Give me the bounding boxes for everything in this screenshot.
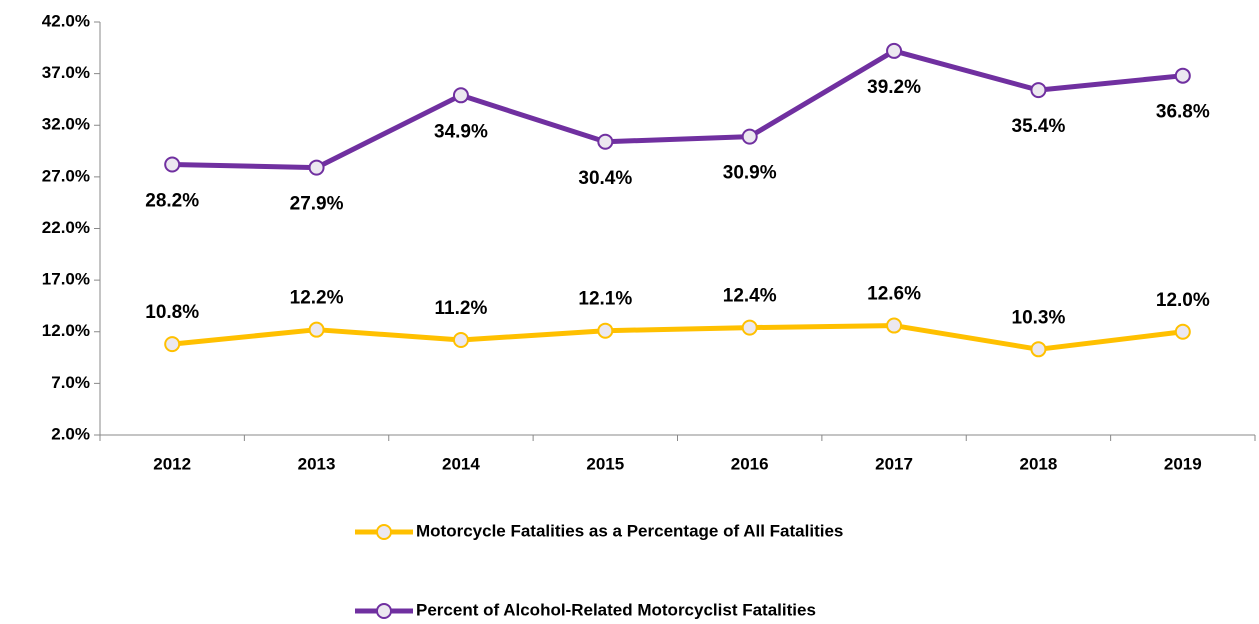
y-tick-label: 17.0% [42,270,90,289]
series-line [172,48,1184,171]
marker [452,332,469,349]
marker [164,336,181,353]
y-tick-label: 37.0% [42,63,90,82]
y-tick-label: 42.0% [42,11,90,30]
data-label: 12.1% [578,289,632,310]
marker [597,322,614,339]
y-tick-label: 22.0% [42,218,90,237]
y-tick-label: 12.0% [42,321,90,340]
data-label: 10.8% [145,302,199,323]
data-label: 12.6% [867,284,921,305]
x-tick-label: 2014 [442,454,480,473]
y-tick-label: 7.0% [51,373,90,392]
data-label: 34.9% [434,121,488,142]
data-label: 12.0% [1156,290,1210,311]
x-tick-label: 2018 [1020,454,1058,473]
data-label: 11.2% [435,298,488,319]
marker [741,319,758,336]
marker [1030,341,1047,358]
x-tick-label: 2015 [586,454,624,473]
y-tick-label: 32.0% [42,115,90,134]
data-label: 36.8% [1156,102,1210,123]
marker [1174,323,1191,340]
marker [886,42,903,59]
legend-marker [376,524,392,540]
marker [597,133,614,150]
data-label: 12.2% [290,288,344,309]
legend-label: Motorcycle Fatalities as a Percentage of… [416,521,843,540]
x-tick-label: 2016 [731,454,769,473]
x-tick-label: 2019 [1164,454,1202,473]
x-tick-label: 2017 [875,454,913,473]
data-label: 30.4% [578,168,632,189]
marker [452,87,469,104]
marker [1030,82,1047,99]
marker [1174,67,1191,84]
marker [886,317,903,334]
marker [164,156,181,173]
legend-marker [376,603,392,619]
data-label: 30.9% [723,163,777,184]
marker [308,321,325,338]
y-tick-label: 2.0% [51,424,90,443]
data-label: 27.9% [290,194,344,215]
marker [308,159,325,176]
data-label: 12.4% [723,286,777,307]
series-line [171,323,1184,352]
x-tick-label: 2012 [153,454,191,473]
marker [741,128,758,145]
x-tick-label: 2013 [298,454,336,473]
data-label: 28.2% [145,191,199,212]
legend-label: Percent of Alcohol-Related Motorcyclist … [416,600,816,619]
data-label: 39.2% [867,77,921,98]
y-tick-label: 27.0% [42,166,90,185]
data-label: 35.4% [1012,116,1066,137]
data-label: 10.3% [1012,307,1066,328]
